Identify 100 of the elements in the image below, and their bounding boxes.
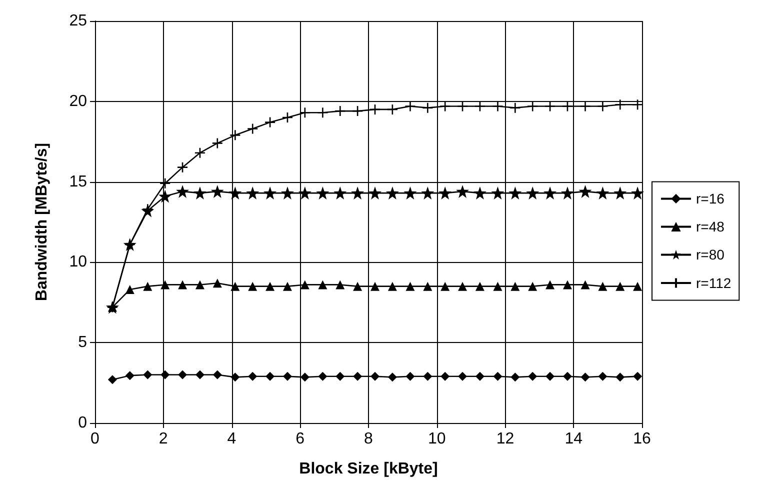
point (195, 280, 204, 290)
point (212, 278, 222, 288)
point (528, 372, 538, 381)
point (388, 282, 397, 291)
point (614, 98, 626, 110)
point (353, 282, 362, 291)
point (508, 186, 522, 200)
point (143, 370, 152, 380)
point (300, 372, 310, 382)
point (440, 282, 450, 291)
point (370, 372, 380, 381)
point (246, 186, 260, 200)
point (248, 372, 258, 381)
point (404, 100, 416, 112)
point (282, 372, 292, 381)
y-tick-label: 15 (69, 173, 88, 190)
y-tick-label: 20 (69, 92, 88, 110)
point (475, 372, 484, 381)
point (351, 186, 364, 200)
point (316, 186, 330, 200)
point (493, 282, 502, 291)
point (562, 280, 572, 290)
point (458, 372, 468, 381)
point (160, 280, 170, 290)
x-tick-label: 10 (428, 430, 446, 448)
point (546, 372, 555, 381)
point (228, 186, 242, 200)
point (388, 372, 397, 382)
point (438, 186, 452, 200)
point (616, 282, 625, 291)
point (142, 203, 154, 215)
point (474, 100, 486, 112)
point (422, 102, 434, 114)
point (580, 280, 590, 290)
point (212, 370, 222, 380)
x-tick-label: 0 (90, 430, 100, 448)
x-tick-label: 6 (296, 430, 305, 448)
point (439, 100, 451, 112)
point (456, 184, 470, 198)
point (458, 282, 468, 291)
point (230, 372, 240, 382)
point (178, 280, 188, 290)
point (193, 186, 206, 200)
point (423, 372, 432, 381)
point (473, 186, 486, 200)
point (248, 282, 258, 291)
point (194, 147, 206, 159)
point (108, 375, 117, 384)
point (176, 184, 190, 198)
point (598, 372, 608, 381)
point (510, 372, 520, 382)
point (386, 186, 399, 200)
point (491, 186, 504, 200)
point (597, 100, 608, 112)
point (210, 184, 224, 198)
point (280, 186, 294, 200)
point (406, 282, 415, 291)
point (125, 285, 134, 294)
point (334, 105, 346, 117)
x-tick-label: 8 (364, 430, 374, 448)
point (510, 282, 520, 291)
point (266, 282, 275, 291)
point (158, 190, 172, 203)
point (492, 100, 504, 112)
point (336, 372, 345, 381)
x-tick-label: 14 (564, 430, 583, 448)
point (336, 280, 345, 290)
point (598, 282, 608, 291)
y-axis-title: Bandwidth [MByte/s] (34, 142, 50, 302)
point (178, 370, 188, 380)
point (230, 282, 240, 291)
point (562, 100, 574, 112)
y-tick-label: 25 (69, 12, 88, 30)
point (160, 370, 170, 380)
point (526, 186, 540, 200)
point (404, 186, 417, 200)
x-tick-label: 2 (158, 430, 168, 448)
x-tick-label: 16 (633, 430, 651, 448)
point (423, 282, 432, 291)
point (299, 107, 311, 118)
point (421, 186, 434, 200)
point (510, 102, 521, 114)
point (633, 282, 642, 291)
point (143, 282, 152, 291)
point (212, 138, 224, 149)
point (282, 282, 292, 291)
legend-label: r=112 (696, 275, 732, 291)
legend-label: r=16 (696, 190, 725, 207)
point (317, 107, 328, 118)
point (125, 371, 134, 380)
point (562, 372, 572, 381)
point (526, 100, 538, 112)
point (544, 100, 556, 112)
point (578, 184, 592, 198)
point (544, 186, 557, 200)
point (176, 162, 188, 173)
y-tick-label: 10 (69, 254, 88, 271)
point (230, 130, 241, 141)
point (370, 282, 380, 291)
point (298, 186, 312, 200)
